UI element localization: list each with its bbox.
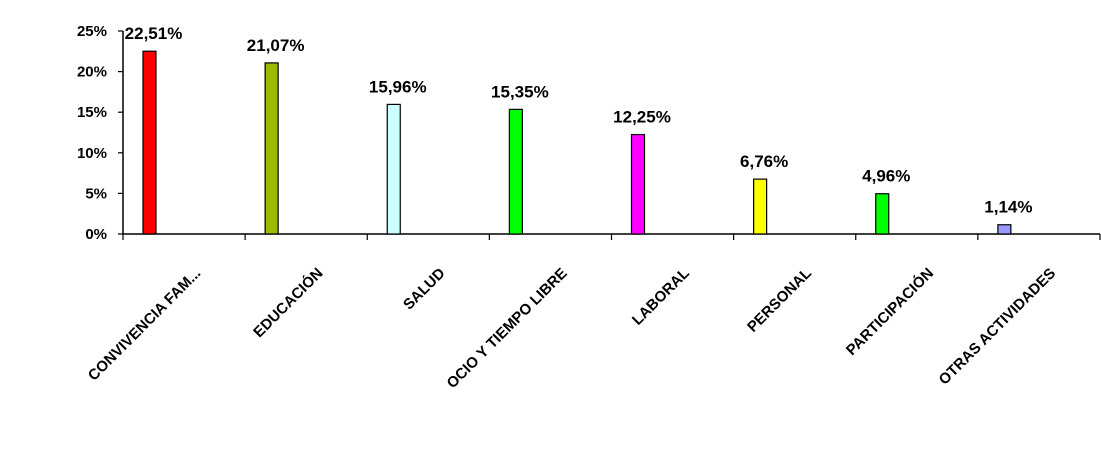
bar <box>386 103 401 235</box>
bar <box>264 62 279 235</box>
category-label: CONVIVENCIA FAM... <box>85 265 204 384</box>
bar <box>997 224 1012 235</box>
y-tick-label: 20% <box>77 64 107 81</box>
y-axis: 0% 5% 10% 15% 20% 25% <box>77 23 124 243</box>
bar <box>142 50 157 235</box>
data-label: 22,51% <box>125 24 183 43</box>
data-labels: 22,51% 21,07% 15,96% 15,35% 12,25% 6,76% 4,96%… <box>125 24 1033 217</box>
bar <box>875 193 890 235</box>
data-label: 15,35% <box>491 82 549 101</box>
data-label: 1,14% <box>984 198 1032 217</box>
category-label: OCIO Y TIEMPO LIBRE <box>444 265 571 392</box>
y-tick-label: 10% <box>77 145 107 162</box>
category-label: SALUD <box>400 265 449 314</box>
data-label: 21,07% <box>247 36 305 55</box>
y-tick-label: 25% <box>77 23 107 40</box>
category-label: EDUCACIÓN <box>249 264 326 341</box>
y-tick-label: 5% <box>85 185 107 202</box>
x-axis <box>122 233 1101 240</box>
category-label: PERSONAL <box>744 265 815 336</box>
bar <box>508 108 523 235</box>
data-label: 15,96% <box>369 77 427 96</box>
y-tick-label: 0% <box>85 226 107 243</box>
category-label: LABORAL <box>629 265 693 329</box>
data-label: 4,96% <box>862 167 910 186</box>
category-label: OTRAS ACTIVIDADES <box>936 265 1060 389</box>
bar <box>753 178 768 235</box>
y-tick-label: 15% <box>77 104 107 121</box>
bar <box>630 133 646 235</box>
category-label: PARTICIPACIÓN <box>842 264 937 359</box>
bars <box>142 50 1012 235</box>
data-label: 6,76% <box>740 152 788 171</box>
data-label: 12,25% <box>613 108 671 127</box>
